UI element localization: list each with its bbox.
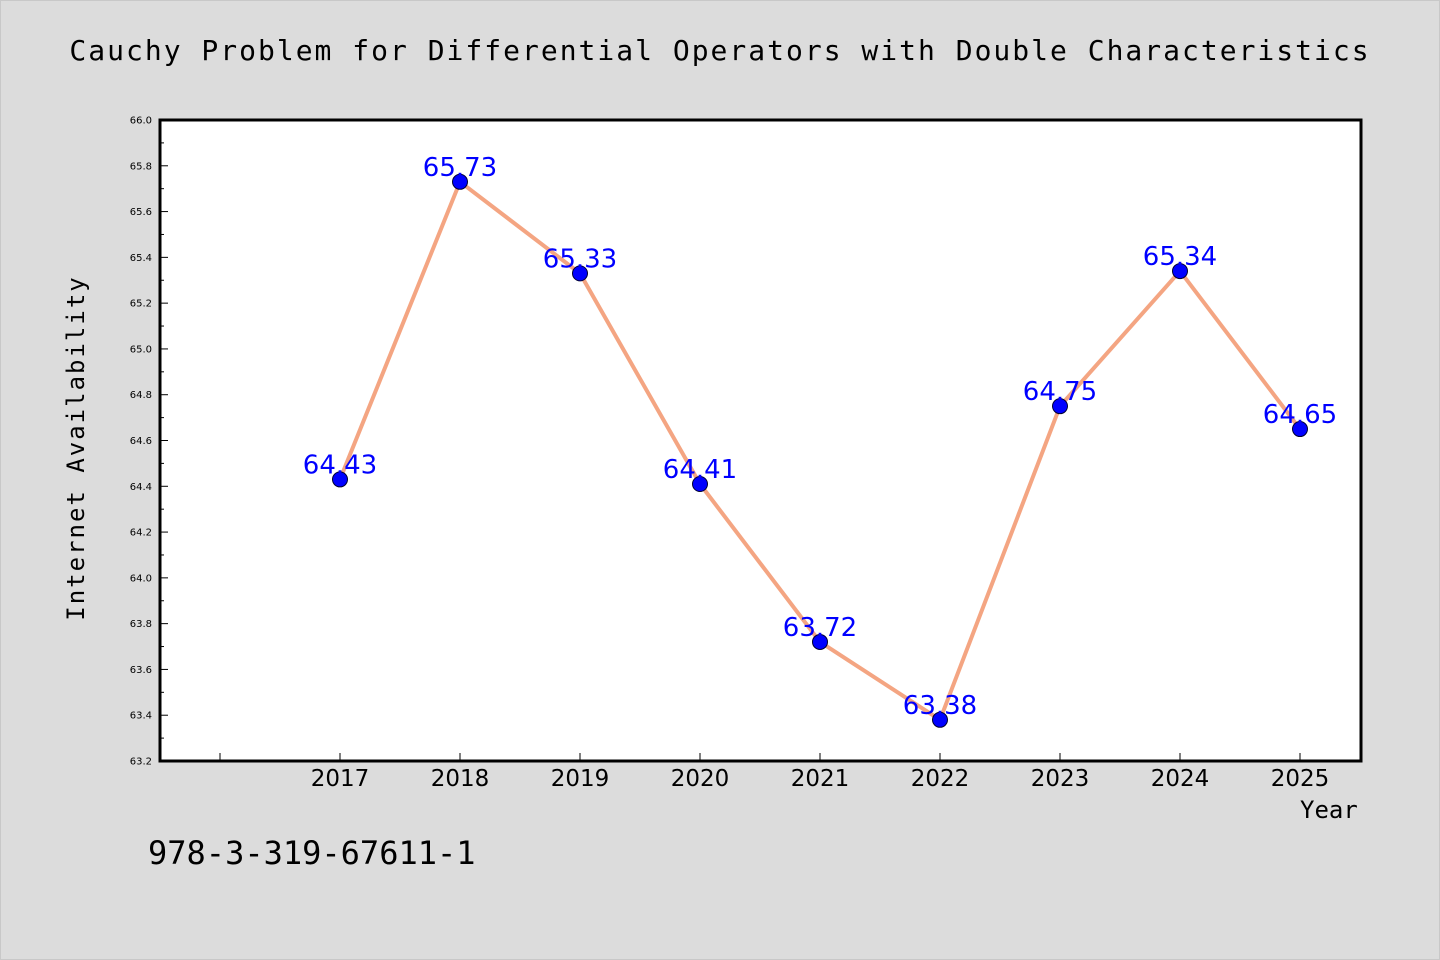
data-point <box>1292 421 1308 438</box>
y-tick-label: 64.8 <box>130 390 152 401</box>
data-label: 64.75 <box>1023 377 1097 407</box>
data-label: 63.38 <box>903 691 977 721</box>
y-tick-label: 63.4 <box>130 711 152 722</box>
data-point <box>332 471 348 488</box>
y-tick-label: 63.8 <box>130 619 152 630</box>
y-tick-label: 65.4 <box>130 253 152 264</box>
y-tick-label: 65.6 <box>130 207 152 218</box>
x-tick-label: 2018 <box>431 766 490 792</box>
x-axis-ticks: 2017 2018 2019 2020 2021 2022 2023 2024 2025 <box>219 753 1330 792</box>
y-axis-ticks: 63.2 63.4 63.6 63.8 64.0 64.2 64.4 64.6 64.8 65.0… <box>130 116 168 768</box>
y-tick-label: 65.8 <box>130 161 152 172</box>
x-axis-label: Year <box>1300 796 1358 824</box>
data-label: 64.65 <box>1263 400 1337 430</box>
y-tick-label: 65.0 <box>130 344 152 355</box>
x-tick-label: 2022 <box>911 766 970 792</box>
chart-title: Cauchy Problem for Differential Operator… <box>69 34 1371 67</box>
data-point <box>572 265 588 282</box>
data-point <box>1052 398 1068 415</box>
data-point <box>812 633 828 650</box>
y-tick-label: 64.2 <box>130 528 152 539</box>
x-tick-label: 2023 <box>1031 766 1090 792</box>
series-markers-group <box>332 173 1308 728</box>
y-tick-label: 65.2 <box>130 299 152 310</box>
x-tick-label: 2019 <box>551 766 610 792</box>
data-label: 65.33 <box>543 244 617 274</box>
y-tick-label: 66.0 <box>130 116 152 127</box>
y-tick-label: 63.6 <box>130 665 152 676</box>
data-label: 65.34 <box>1143 242 1217 272</box>
data-label: 65.73 <box>423 153 497 183</box>
x-tick-label: 2017 <box>311 766 370 792</box>
x-tick-label: 2020 <box>671 766 730 792</box>
data-labels-group: 64.43 65.73 65.33 64.41 63.72 63.38 64.75 65.34… <box>303 153 1337 721</box>
y-tick-label: 64.4 <box>130 482 152 493</box>
x-tick-label: 2024 <box>1151 766 1210 792</box>
y-tick-label: 64.0 <box>130 573 152 584</box>
y-tick-label: 63.2 <box>130 757 152 768</box>
data-point <box>932 711 948 728</box>
y-tick-label: 64.6 <box>130 436 152 447</box>
data-point <box>1172 263 1188 280</box>
x-tick-label: 2021 <box>791 766 850 792</box>
data-point <box>692 475 708 492</box>
isbn-annotation: 978-3-319-67611-1 <box>148 834 476 872</box>
x-tick-label: 2025 <box>1271 766 1330 792</box>
plot-area <box>158 118 1363 763</box>
data-label: 64.41 <box>663 455 737 485</box>
data-label: 64.43 <box>303 450 377 480</box>
data-point <box>452 173 468 190</box>
data-label: 63.72 <box>783 613 857 643</box>
